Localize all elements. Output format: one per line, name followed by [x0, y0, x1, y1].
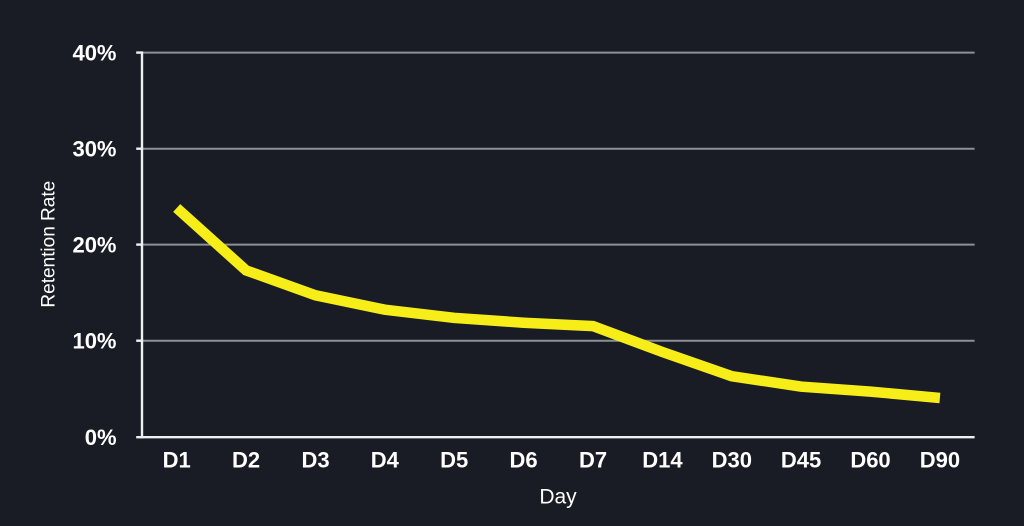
- svg-text:D14: D14: [642, 447, 683, 472]
- svg-text:0%: 0%: [85, 425, 117, 450]
- svg-text:D45: D45: [781, 447, 821, 472]
- svg-text:10%: 10%: [72, 329, 116, 354]
- svg-text:D30: D30: [712, 447, 752, 472]
- svg-text:D7: D7: [579, 447, 607, 472]
- svg-text:D90: D90: [920, 447, 960, 472]
- svg-text:D60: D60: [850, 447, 890, 472]
- svg-text:D4: D4: [371, 447, 400, 472]
- svg-text:D2: D2: [232, 447, 260, 472]
- svg-text:D1: D1: [163, 447, 191, 472]
- svg-text:20%: 20%: [72, 233, 116, 258]
- svg-text:30%: 30%: [72, 137, 116, 162]
- svg-text:D3: D3: [301, 447, 329, 472]
- svg-text:Day: Day: [539, 486, 577, 509]
- svg-text:40%: 40%: [72, 41, 116, 66]
- svg-text:D6: D6: [510, 447, 538, 472]
- svg-text:D5: D5: [440, 447, 468, 472]
- svg-text:Retention Rate: Retention Rate: [39, 181, 60, 308]
